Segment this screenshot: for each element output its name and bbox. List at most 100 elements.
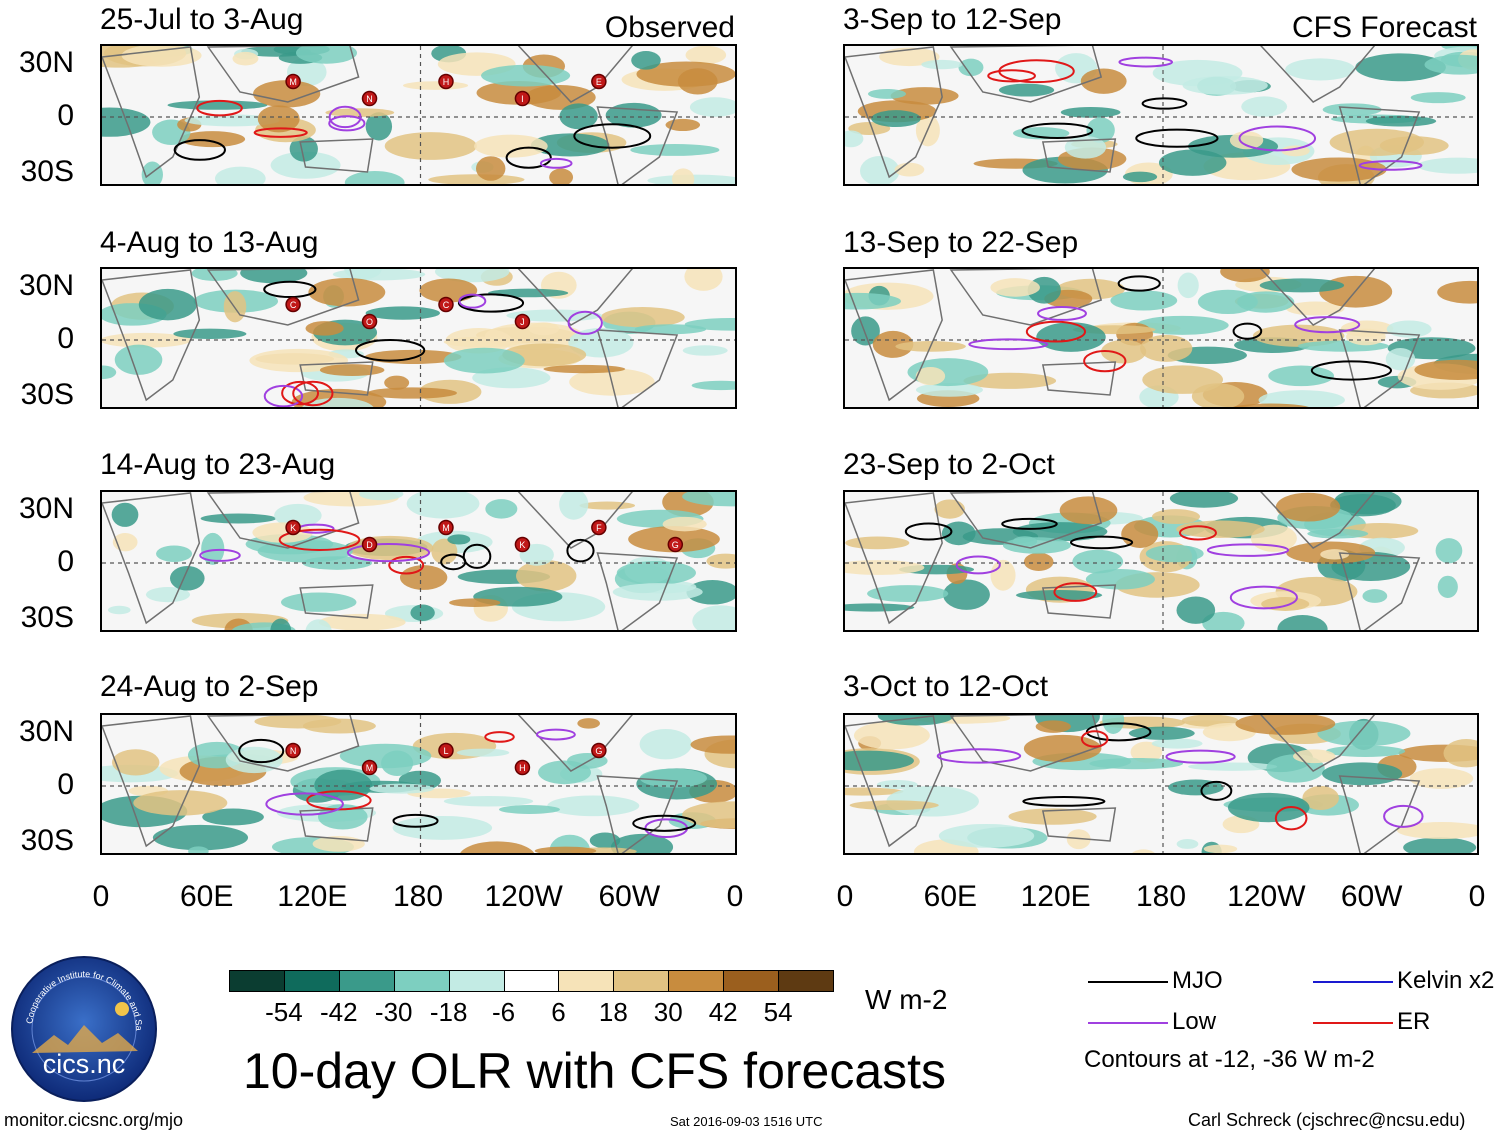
contour-line <box>346 543 431 563</box>
olr-anomaly-blob <box>114 344 163 375</box>
coastline <box>845 269 943 402</box>
colorbar-tick-label: -42 <box>320 997 358 1027</box>
olr-anomaly-blob <box>876 780 918 790</box>
olr-anomaly-blob <box>1437 575 1458 598</box>
colorbar-swatch <box>283 970 340 992</box>
olr-anomaly-blob <box>1443 739 1477 768</box>
olr-anomaly-blob <box>447 534 471 545</box>
olr-anomaly-blob <box>612 583 703 601</box>
contour-line <box>263 280 317 299</box>
olr-anomaly-blob <box>1277 615 1328 630</box>
contour-line <box>458 293 487 309</box>
contour-line <box>253 127 308 138</box>
olr-anomaly-blob <box>1410 92 1466 104</box>
olr-anomaly-blob <box>1322 103 1382 116</box>
olr-anomaly-blob <box>871 110 921 128</box>
olr-anomaly-blob <box>1158 149 1227 176</box>
olr-anomaly-blob <box>1169 492 1239 508</box>
olr-anomaly-blob <box>1023 734 1102 763</box>
contour-line <box>1200 780 1233 801</box>
lon-label: 0 <box>836 880 854 913</box>
colorbar-swatch <box>503 970 560 992</box>
observed-period-title: 4-Aug to 13-Aug <box>100 226 319 259</box>
olr-anomaly-blob <box>399 565 448 590</box>
contours-note: Contours at -12, -36 W m-2 <box>1084 1046 1375 1073</box>
contour-line <box>936 748 1022 764</box>
colorbar-tick-label: -18 <box>429 997 468 1027</box>
olr-anomaly-blob <box>1064 135 1107 159</box>
coastline <box>206 269 360 326</box>
olr-anomaly-blob <box>1397 822 1477 840</box>
olr-anomaly-blob <box>406 492 480 519</box>
storm-marker-letter: H <box>443 77 450 87</box>
contour-line <box>1165 749 1236 764</box>
lon-label: 0 <box>1468 880 1486 913</box>
olr-anomaly-blob <box>577 718 600 729</box>
lat-label: 0 <box>57 322 74 355</box>
contour-line <box>263 384 304 407</box>
forecast-map-panel <box>843 490 1479 632</box>
storm-marker: C <box>285 296 301 313</box>
storm-marker: N <box>361 90 378 107</box>
colorbar-units: W m-2 <box>865 984 948 1015</box>
lon-label: 60W <box>1340 880 1403 913</box>
olr-anomaly-blob <box>1142 365 1223 394</box>
coastline <box>845 492 943 625</box>
olr-anomaly-blob <box>191 269 238 281</box>
logo-text: cics.nc <box>43 1049 126 1079</box>
coastline <box>845 715 943 848</box>
olr-anomaly-blob <box>1085 569 1155 590</box>
olr-anomaly-blob <box>684 269 723 291</box>
olr-anomaly-blob <box>579 501 636 510</box>
olr-anomaly-blob <box>639 728 692 760</box>
coastline <box>1260 492 1376 549</box>
olr-anomaly-blob <box>879 47 940 67</box>
olr-anomaly-blob <box>1355 53 1446 82</box>
observed-period-title: 24-Aug to 2-Sep <box>100 670 319 703</box>
olr-anomaly-blob <box>431 538 458 565</box>
olr-anomaly-blob <box>365 112 393 141</box>
olr-anomaly-blob <box>639 768 707 788</box>
olr-anomaly-blob <box>691 380 735 391</box>
contour-line <box>1232 322 1263 340</box>
storm-marker: M <box>438 519 454 536</box>
olr-anomaly-blob <box>1233 403 1309 407</box>
coastline <box>949 715 1103 772</box>
olr-anomaly-blob <box>249 348 349 373</box>
olr-anomaly-blob <box>849 800 939 811</box>
olr-anomaly-blob <box>845 130 864 148</box>
olr-anomaly-blob <box>559 103 598 130</box>
olr-anomaly-blob <box>1365 115 1437 127</box>
olr-anomaly-blob <box>254 715 342 729</box>
olr-anomaly-blob <box>530 133 610 157</box>
contour-line <box>632 814 697 832</box>
olr-anomaly-blob <box>516 560 577 592</box>
contour-line <box>955 555 1001 575</box>
contour-line <box>328 105 362 129</box>
olr-anomaly-blob <box>958 58 984 77</box>
observed-period-title: 25-Jul to 3-Aug <box>100 3 304 36</box>
colorbar-swatch <box>393 970 450 992</box>
storm-marker: M <box>285 73 301 90</box>
colorbar-swatch <box>668 970 725 992</box>
legend-label: Kelvin x2 <box>1397 967 1495 994</box>
olr-anomaly-blob <box>845 292 901 310</box>
observed-map-panel: K D M K F G <box>100 490 737 632</box>
contour-line <box>1358 160 1423 171</box>
colorbar-swatch <box>778 970 834 992</box>
olr-anomaly-blob <box>938 823 1035 848</box>
colorbar-swatch <box>613 970 670 992</box>
cics-logo: Cooperative Institute for Climate and Sa… <box>7 947 158 1103</box>
contour-line <box>566 538 595 563</box>
olr-anomaly-blob <box>443 795 534 807</box>
storm-marker-letter: M <box>442 523 450 533</box>
contour-line <box>1206 543 1290 557</box>
colorbar-swatch <box>558 970 615 992</box>
olr-anomaly-blob <box>392 815 493 840</box>
contour-line <box>199 548 241 562</box>
olr-anomaly-blob <box>1268 365 1334 387</box>
lat-label: 30N <box>18 715 74 748</box>
olr-anomaly-blob <box>202 808 264 826</box>
coastline <box>596 329 679 407</box>
storm-marker: C <box>438 296 454 313</box>
